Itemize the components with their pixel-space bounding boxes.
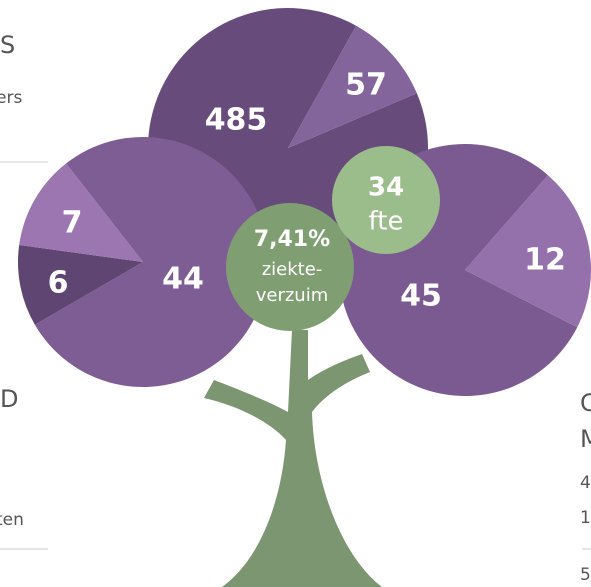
staff-value: 34 <box>368 173 404 203</box>
side-text: ers <box>0 88 22 108</box>
absence-label: ziekte- <box>262 259 323 280</box>
slice-label: 6 <box>48 266 69 301</box>
side-text: D <box>0 385 18 413</box>
slice-label: 57 <box>345 68 387 103</box>
slice-label: 45 <box>400 279 442 314</box>
infographic: S ers D ten C M 4 1 5 4855744674512 7,41… <box>0 0 591 587</box>
side-text: 5 <box>580 565 591 585</box>
slice-label: 485 <box>205 103 268 138</box>
side-text: 1 <box>580 508 591 528</box>
slice-label: 12 <box>524 243 566 278</box>
page: S ers D ten C M 4 1 5 4855744674512 7,41… <box>0 0 591 587</box>
side-text: M <box>580 425 591 453</box>
slice-label: 44 <box>162 262 204 297</box>
right-side-text: C M 4 1 5 <box>580 389 591 585</box>
slice-label: 7 <box>62 206 83 241</box>
absence-label: verzuim <box>256 285 329 306</box>
tree-trunk <box>204 330 382 587</box>
absence-value: 7,41% <box>254 227 330 252</box>
side-text: S <box>0 31 15 59</box>
side-text: C <box>580 389 591 417</box>
side-text: 4 <box>580 473 591 493</box>
staff-unit: fte <box>369 207 404 237</box>
side-text: ten <box>0 510 24 530</box>
